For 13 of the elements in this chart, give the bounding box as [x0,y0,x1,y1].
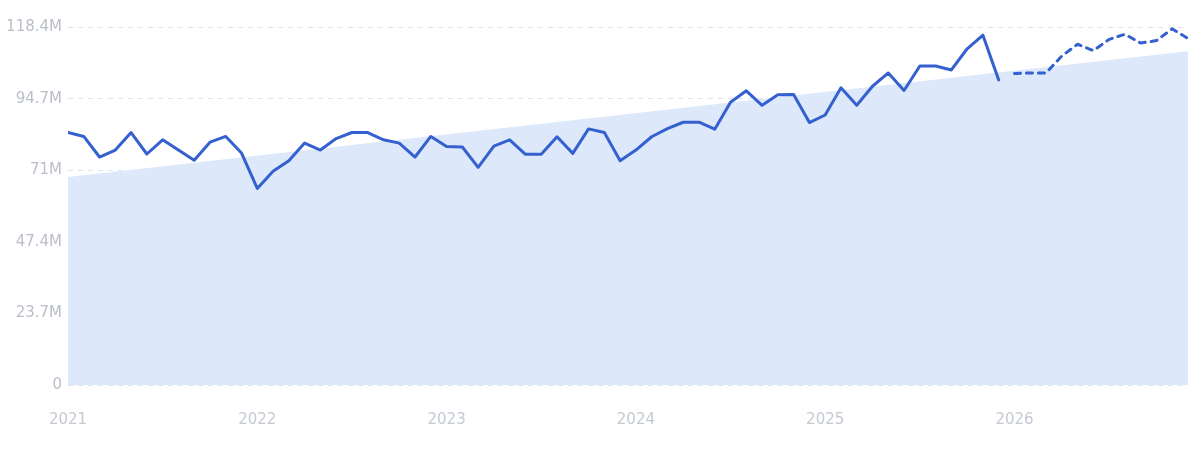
x-tick-label: 2026 [995,409,1034,428]
x-tick-label: 2023 [427,409,466,428]
x-tick-label: 2024 [616,409,655,428]
y-tick-label: 118.4M [6,16,62,35]
y-tick-label: 47.4M [15,231,62,250]
y-tick-label: 23.7M [15,303,62,322]
y-tick-label: 71M [29,160,62,179]
line-series [1012,27,1188,76]
x-tick-label: 2021 [48,409,88,428]
x-tick-label: 2022 [238,409,277,428]
x-tick-label: 2025 [806,409,845,428]
y-tick-label: 0 [52,374,62,393]
y-tick-label: 94.7M [15,88,62,107]
